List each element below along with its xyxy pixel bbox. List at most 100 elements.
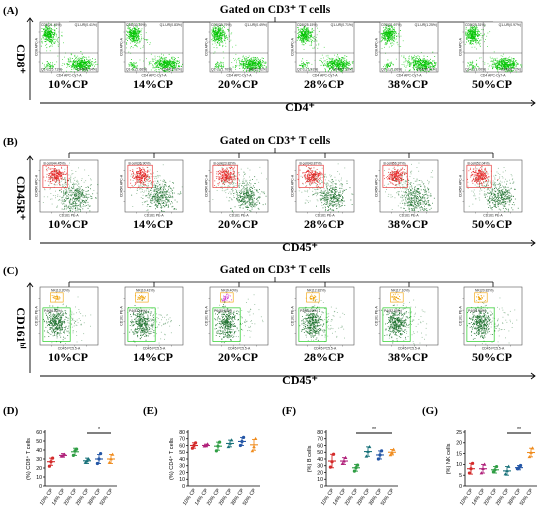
- event-dot: [510, 60, 511, 62]
- event-dot: [499, 62, 500, 63]
- flow-y-name: CD8 APC-A: [120, 37, 124, 56]
- event-dot: [484, 33, 485, 35]
- event-dot: [334, 64, 335, 66]
- event-dot: [48, 37, 50, 39]
- event-dot: [49, 41, 50, 43]
- event-dot: [247, 67, 248, 68]
- event-dot: [173, 64, 175, 66]
- event-dot: [256, 64, 258, 66]
- event-dot: [301, 63, 303, 65]
- event-dot: [309, 33, 311, 35]
- event-dot: [64, 56, 65, 58]
- event-dot: [427, 61, 429, 63]
- event-dot: [81, 58, 83, 59]
- event-dot: [298, 32, 299, 34]
- event-dot: [319, 59, 321, 61]
- event-dot: [129, 32, 131, 34]
- event-dot: [335, 63, 337, 65]
- event-dot: [240, 60, 242, 62]
- event-dot: [47, 34, 49, 36]
- event-dot: [252, 65, 254, 67]
- event-dot: [61, 188, 62, 190]
- event-dot: [166, 64, 168, 65]
- event-dot: [213, 52, 215, 54]
- event-dot: [338, 58, 340, 59]
- event-dot: [46, 176, 48, 178]
- event-dot: [135, 65, 137, 67]
- event-dot: [45, 38, 47, 40]
- event-dot: [214, 24, 216, 26]
- event-dot: [501, 61, 502, 63]
- event-dot: [48, 40, 50, 42]
- event-dot: [127, 31, 128, 33]
- event-dot: [171, 70, 173, 71]
- event-dot: [132, 63, 134, 65]
- event-dot: [312, 47, 314, 49]
- event-dot: [332, 68, 334, 70]
- event-dot: [214, 40, 216, 42]
- event-dot: [87, 204, 89, 206]
- event-dot: [74, 65, 76, 66]
- event-dot: [158, 62, 160, 63]
- event-dot: [481, 35, 483, 37]
- event-dot: [491, 60, 493, 62]
- event-dot: [45, 34, 46, 36]
- quadrant-lr: CD4(72.23%): [332, 68, 353, 72]
- event-dot: [76, 59, 77, 61]
- event-dot: [142, 46, 144, 48]
- event-dot: [477, 42, 479, 43]
- event-dot: [256, 61, 258, 62]
- event-dot: [73, 66, 74, 68]
- event-dot: [246, 59, 248, 61]
- event-dot: [138, 33, 140, 34]
- event-dot: [334, 62, 336, 64]
- event-dot: [325, 55, 327, 57]
- event-dot: [72, 63, 74, 64]
- event-dot: [156, 66, 158, 67]
- event-dot: [162, 66, 164, 67]
- event-dot: [303, 41, 305, 43]
- event-dot: [50, 168, 52, 170]
- group-label: 10%CP: [48, 77, 88, 91]
- event-dot: [385, 39, 387, 41]
- event-dot: [51, 42, 52, 44]
- event-dot: [220, 25, 222, 27]
- event-dot: [225, 38, 226, 39]
- event-dot: [308, 34, 310, 36]
- event-dot: [160, 62, 162, 64]
- event-dot: [513, 60, 514, 62]
- event-dot: [252, 69, 254, 71]
- event-dot: [213, 33, 215, 35]
- event-dot: [91, 65, 93, 67]
- event-dot: [77, 61, 79, 63]
- event-dot: [308, 29, 309, 31]
- event-dot: [247, 64, 248, 66]
- event-dot: [466, 34, 468, 36]
- event-dot: [129, 23, 130, 25]
- event-dot: [82, 62, 84, 64]
- event-dot: [511, 64, 513, 66]
- event-dot: [487, 68, 489, 70]
- event-dot: [82, 69, 84, 71]
- event-dot: [51, 170, 53, 172]
- event-dot: [474, 38, 476, 40]
- gated-label: Gated on CD3⁺ T cells: [220, 4, 331, 16]
- event-dot: [45, 37, 47, 38]
- event-dot: [48, 166, 50, 168]
- event-dot: [54, 33, 56, 35]
- event-dot: [329, 65, 330, 67]
- event-dot: [135, 31, 137, 33]
- event-dot: [56, 34, 57, 36]
- event-dot: [78, 63, 80, 65]
- event-dot: [303, 36, 305, 38]
- event-dot: [132, 31, 133, 33]
- event-dot: [415, 56, 417, 58]
- event-dot: [470, 29, 472, 31]
- event-dot: [216, 35, 218, 36]
- event-dot: [212, 32, 214, 34]
- event-dot: [177, 57, 179, 58]
- event-dot: [325, 69, 326, 71]
- event-dot: [312, 39, 313, 41]
- event-dot: [264, 65, 266, 66]
- event-dot: [170, 64, 172, 66]
